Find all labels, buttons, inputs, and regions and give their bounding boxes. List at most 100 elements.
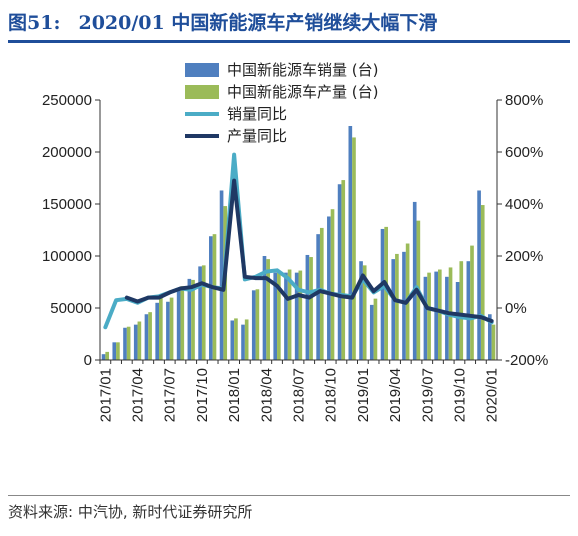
production-bar-2018-07 bbox=[298, 270, 303, 360]
sales-bar-2020-01 bbox=[487, 314, 492, 360]
sales-bar-2017-10 bbox=[198, 266, 202, 360]
legend-label-sales: 中国新能源车销量 (台) bbox=[227, 61, 378, 79]
sales-bar-2019-06 bbox=[412, 201, 417, 360]
production-bar-2018-01 bbox=[234, 318, 238, 360]
sales-bar-2017-01 bbox=[101, 354, 106, 360]
production-bar-2017-05 bbox=[148, 312, 152, 360]
sales-bar-2017-11 bbox=[209, 236, 213, 360]
y-left-tick-label: 0 bbox=[84, 352, 92, 369]
production-bar-2018-08 bbox=[309, 257, 313, 360]
y-right-tick-label: -200% bbox=[505, 352, 548, 369]
production-bar-2018-10 bbox=[330, 209, 335, 360]
sales-bar-2019-10 bbox=[455, 282, 460, 360]
legend-label-sales-yoy: 销量同比 bbox=[227, 105, 287, 123]
x-tick-label: 2017/07 bbox=[162, 368, 179, 422]
production-bar-2019-12 bbox=[480, 205, 485, 360]
sales-bar-2019-03 bbox=[380, 228, 385, 360]
sales-bar-2019-09 bbox=[445, 276, 449, 360]
line-group bbox=[103, 152, 494, 330]
production-bar-2018-11 bbox=[341, 180, 346, 360]
sales-bar-2018-04 bbox=[262, 256, 267, 360]
figure-title: 图51: 2020/01 中国新能源车产销继续大幅下滑 bbox=[8, 4, 568, 38]
sales-bar-2018-02 bbox=[241, 324, 245, 360]
sales-bar-2019-01 bbox=[359, 261, 363, 360]
sales-bar-2018-05 bbox=[273, 272, 278, 360]
sales-bar-2017-09 bbox=[187, 278, 192, 360]
production-bar-2019-10 bbox=[459, 261, 464, 360]
legend-swatch-production bbox=[185, 85, 219, 99]
production-bar-2017-03 bbox=[126, 326, 131, 360]
production-bar-2018-02 bbox=[244, 319, 249, 360]
x-tick-label: 2019/01 bbox=[355, 368, 372, 422]
sales-bar-2018-09 bbox=[316, 234, 320, 360]
sales-bar-2017-05 bbox=[144, 314, 149, 360]
sales-bar-2018-06 bbox=[284, 272, 288, 360]
sales-bar-2019-11 bbox=[466, 261, 471, 360]
production-bar-2017-11 bbox=[212, 234, 217, 360]
production-yoy-line bbox=[124, 178, 494, 323]
sales-bar-2019-12 bbox=[477, 190, 481, 360]
sales-bar-2018-01 bbox=[230, 320, 235, 360]
x-tick-label: 2018/04 bbox=[258, 368, 275, 422]
x-tick-label: 2018/07 bbox=[291, 368, 308, 422]
sales-bar-2017-07 bbox=[166, 301, 170, 360]
legend-label-production: 中国新能源车产量 (台) bbox=[227, 83, 378, 101]
production-bar-2018-09 bbox=[319, 227, 324, 360]
production-bar-2019-03 bbox=[384, 226, 388, 360]
bar-group bbox=[101, 126, 496, 360]
sales-bar-2019-02 bbox=[369, 304, 374, 360]
sales-bar-2017-04 bbox=[133, 324, 138, 360]
production-bar-2017-04 bbox=[137, 321, 142, 360]
sales-bar-2019-05 bbox=[402, 251, 406, 360]
production-bar-2017-01 bbox=[105, 351, 110, 360]
x-tick-label: 2017/10 bbox=[194, 368, 211, 422]
sales-bar-2017-08 bbox=[176, 289, 181, 360]
sales-bar-2017-02 bbox=[112, 342, 117, 360]
source-divider bbox=[8, 495, 570, 496]
production-bar-2017-07 bbox=[169, 297, 174, 360]
production-bar-2017-10 bbox=[201, 265, 206, 360]
y-right-tick-label: 0% bbox=[505, 300, 527, 317]
x-tick-label: 2018/10 bbox=[323, 368, 340, 422]
production-bar-2019-04 bbox=[395, 253, 399, 360]
x-tick-label: 2020/01 bbox=[484, 368, 501, 422]
y-right-tick-label: 800% bbox=[505, 92, 543, 109]
production-bar-2017-02 bbox=[116, 342, 120, 360]
sales-bar-2019-07 bbox=[423, 276, 428, 360]
sales-bar-2018-11 bbox=[337, 184, 342, 360]
x-tick-label: 2019/04 bbox=[387, 368, 404, 422]
production-bar-2018-06 bbox=[287, 269, 292, 360]
sales-bar-2019-08 bbox=[434, 271, 438, 360]
production-bar-2018-04 bbox=[266, 259, 270, 360]
sales-bar-2018-12 bbox=[348, 126, 353, 360]
sales-bar-2018-03 bbox=[251, 290, 256, 360]
y-left-tick-label: 100000 bbox=[42, 248, 92, 265]
x-tick-label: 2017/04 bbox=[130, 368, 147, 422]
sales-bar-2018-10 bbox=[327, 216, 331, 360]
x-tick-label: 2019/10 bbox=[451, 368, 468, 422]
figure-label: 图51: bbox=[8, 11, 61, 34]
y-right-tick-label: 400% bbox=[505, 196, 543, 213]
y-left-tick-label: 150000 bbox=[42, 196, 92, 213]
legend-label-production-yoy: 产量同比 bbox=[227, 127, 287, 145]
production-bar-2019-08 bbox=[437, 269, 442, 360]
production-bar-2019-02 bbox=[373, 298, 378, 360]
axes: 0 50000 100000 150000 200000 250000 -200% 0% 200… bbox=[42, 92, 548, 422]
x-tick-label: 2017/01 bbox=[97, 368, 114, 422]
source-note: 资料来源: 中汽协, 新时代证券研究所 bbox=[8, 503, 253, 521]
production-bar-2017-09 bbox=[191, 279, 195, 360]
y-left-tick-label: 250000 bbox=[42, 92, 92, 109]
x-tick-label: 2019/07 bbox=[419, 368, 436, 422]
sales-bar-2017-03 bbox=[123, 327, 127, 360]
x-tick-label: 2018/01 bbox=[226, 368, 243, 422]
y-right-tick-label: 600% bbox=[505, 144, 543, 161]
sales-bar-2018-08 bbox=[305, 254, 310, 360]
production-bar-2018-12 bbox=[352, 137, 356, 360]
production-bar-2019-11 bbox=[470, 245, 474, 360]
sales-bar-2017-12 bbox=[219, 190, 224, 360]
sales-bar-2019-04 bbox=[391, 259, 396, 360]
y-left-tick-label: 200000 bbox=[42, 144, 92, 161]
sales-bar-2018-07 bbox=[294, 272, 299, 360]
